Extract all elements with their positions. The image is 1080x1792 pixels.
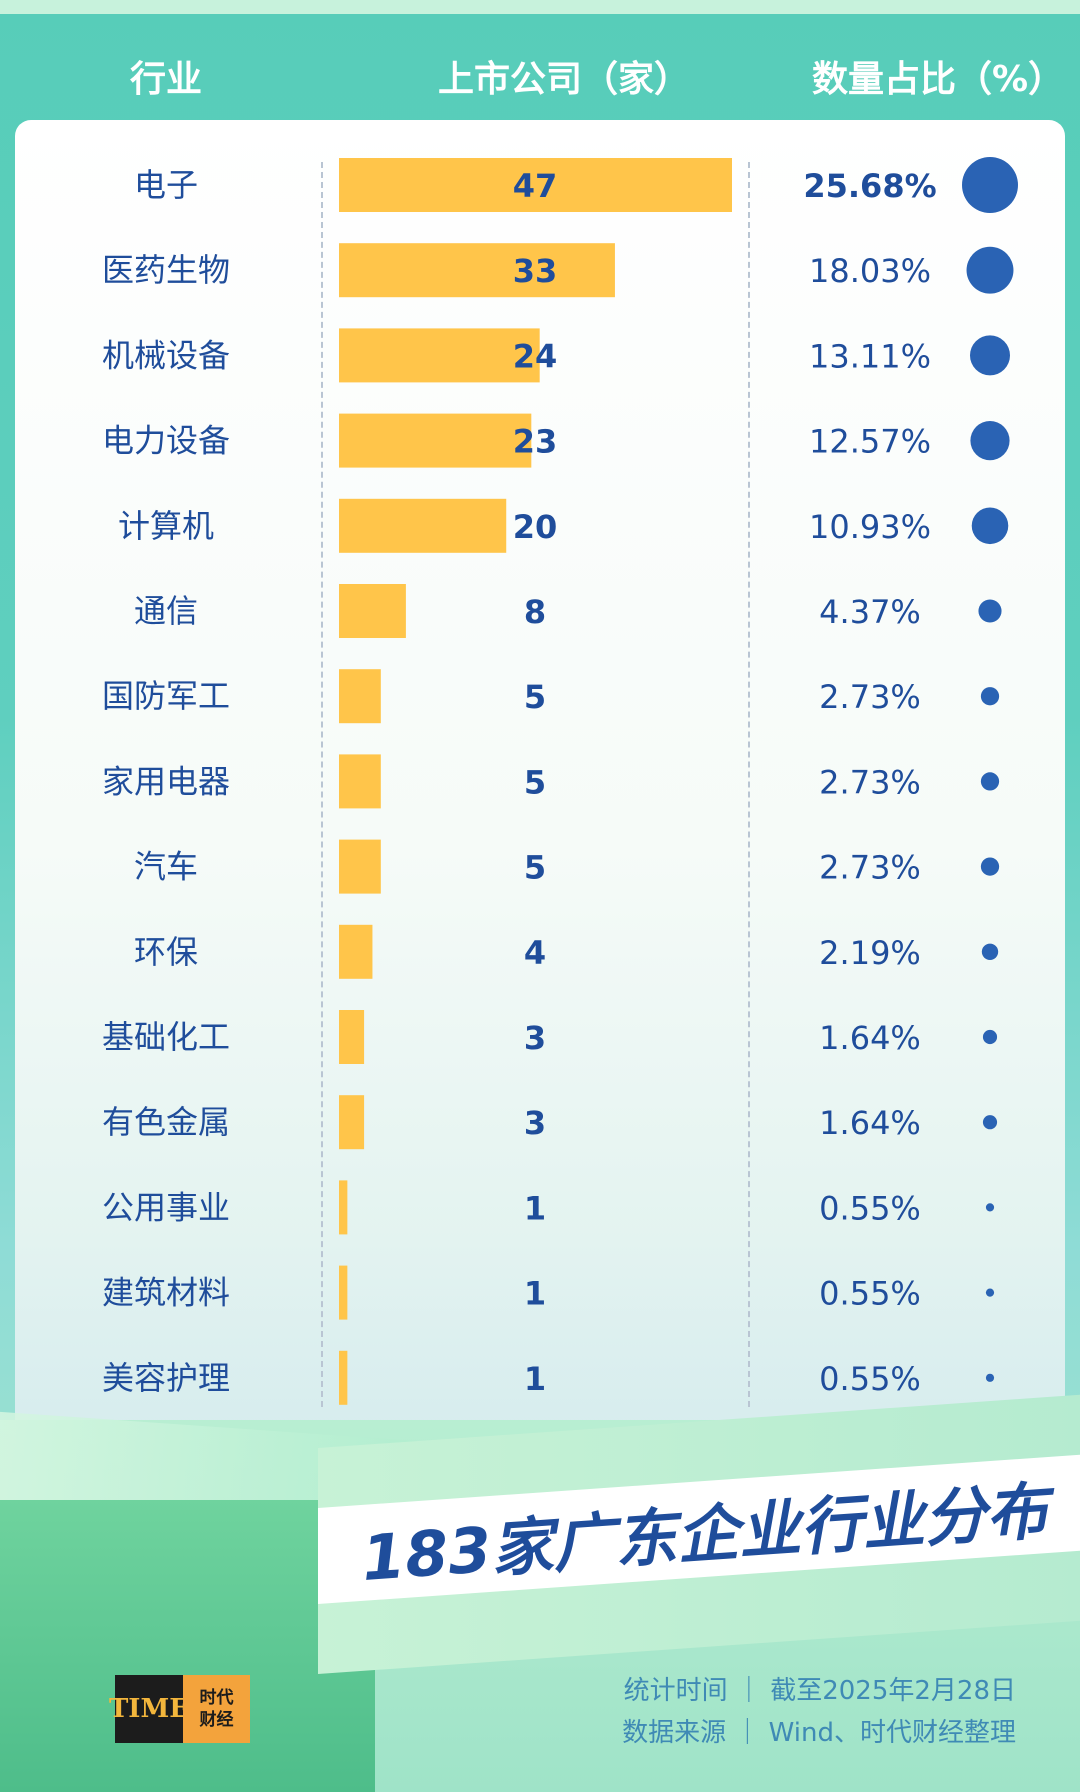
percent-label: 13.11%: [809, 337, 931, 375]
decorative-block: [0, 1500, 375, 1792]
value-label: 5: [524, 763, 546, 801]
bar: [339, 1180, 348, 1235]
bar: [339, 413, 532, 468]
percent-dot: [969, 335, 1011, 376]
logo-text: 时代 财经: [183, 1675, 250, 1743]
value-label: 3: [524, 1019, 546, 1057]
category-label: 有色金属: [102, 1103, 230, 1141]
category-label: 环保: [134, 933, 198, 971]
value-label: 5: [524, 849, 546, 887]
bar-chart: 电子 47 25.68%医药生物 33 18.03%机械设备 24 13.11%电力设备 23…: [102, 157, 1018, 1405]
category-label: 基础化工: [102, 1018, 230, 1056]
percent-dot: [980, 857, 1000, 876]
percent-label: 0.55%: [819, 1189, 921, 1227]
logo-text-line1: 时代: [199, 1688, 234, 1708]
header-percent: 数量占比（%）: [812, 59, 1065, 100]
percent-label: 25.68%: [803, 167, 936, 205]
percent-dot: [980, 687, 1000, 706]
category-label: 通信: [134, 592, 198, 630]
category-label: 医药生物: [102, 251, 230, 289]
percent-dot: [981, 943, 999, 960]
category-label: 计算机: [118, 507, 214, 545]
header-count: 上市公司（家）: [438, 59, 691, 100]
value-label: 5: [524, 678, 546, 716]
percent-label: 10.93%: [809, 508, 931, 546]
category-label: 电力设备: [102, 422, 230, 460]
percent-dot: [985, 1203, 995, 1212]
column-separator-left: [321, 162, 323, 1407]
percent-label: 12.57%: [809, 423, 931, 461]
percent-label: 0.55%: [819, 1275, 921, 1313]
bar: [339, 1265, 348, 1320]
value-label: 4: [524, 934, 546, 972]
value-label: 1: [524, 1189, 546, 1227]
percent-label: 0.55%: [819, 1360, 921, 1398]
bar: [339, 243, 615, 298]
value-label: 24: [513, 337, 558, 375]
value-label: 23: [513, 423, 558, 461]
category-label: 建筑材料: [102, 1274, 230, 1312]
table-header: 行业 上市公司（家） 数量占比（%）: [0, 30, 1080, 110]
percent-dot: [966, 246, 1014, 294]
percent-label: 4.37%: [819, 593, 921, 631]
category-label: 公用事业: [102, 1188, 230, 1226]
percent-dot: [985, 1373, 995, 1382]
percent-dot: [985, 1288, 995, 1297]
stat-time: 统计时间 ｜ 截至2025年2月28日: [623, 1676, 1016, 1706]
data-source: 数据来源 ｜ Wind、时代财经整理: [622, 1718, 1016, 1748]
value-label: 47: [513, 167, 558, 205]
percent-label: 2.73%: [819, 763, 921, 801]
chart-card: [15, 120, 1065, 1440]
bar: [339, 754, 381, 809]
percent-label: 1.64%: [819, 1104, 921, 1142]
value-label: 8: [524, 593, 546, 631]
category-label: 汽车: [134, 848, 198, 886]
percent-dot: [978, 599, 1002, 623]
percent-label: 1.64%: [819, 1019, 921, 1057]
category-label: 电子: [134, 166, 198, 204]
footer-notes: 统计时间 ｜ 截至2025年2月28日 数据来源 ｜ Wind、时代财经整理: [516, 1670, 1016, 1754]
percent-label: 2.73%: [819, 849, 921, 887]
category-label: 机械设备: [102, 336, 230, 374]
percent-label: 2.73%: [819, 678, 921, 716]
top-strip: [0, 0, 1080, 14]
column-separator-right: [748, 162, 750, 1407]
bar: [339, 1095, 365, 1150]
category-label: 美容护理: [102, 1359, 230, 1397]
percent-dot: [980, 772, 1000, 791]
value-label: 33: [513, 252, 558, 290]
percent-label: 2.19%: [819, 934, 921, 972]
percent-dot: [982, 1029, 998, 1045]
bar: [339, 584, 406, 638]
header-industry: 行业: [130, 59, 203, 100]
bar: [339, 669, 381, 724]
bar: [339, 1350, 348, 1405]
bar: [339, 328, 540, 383]
percent-label: 18.03%: [809, 252, 931, 290]
logo-text-line2: 财经: [199, 1710, 234, 1730]
bar: [339, 158, 732, 212]
category-label: 国防军工: [102, 677, 230, 715]
percent-dot: [970, 421, 1010, 461]
brand-logo: TIME 时代 财经: [109, 1675, 250, 1743]
logo-mark: TIME: [109, 1675, 189, 1743]
category-label: 家用电器: [102, 762, 230, 800]
percent-dot: [971, 507, 1009, 545]
percent-dot: [982, 1115, 998, 1130]
bar: [339, 839, 381, 894]
bar: [339, 924, 373, 979]
value-label: 1: [524, 1360, 546, 1398]
value-label: 1: [524, 1275, 546, 1313]
percent-dot: [962, 157, 1018, 213]
value-label: 20: [513, 508, 558, 546]
value-label: 3: [524, 1104, 546, 1142]
bar: [339, 498, 507, 553]
bar: [339, 1010, 365, 1064]
